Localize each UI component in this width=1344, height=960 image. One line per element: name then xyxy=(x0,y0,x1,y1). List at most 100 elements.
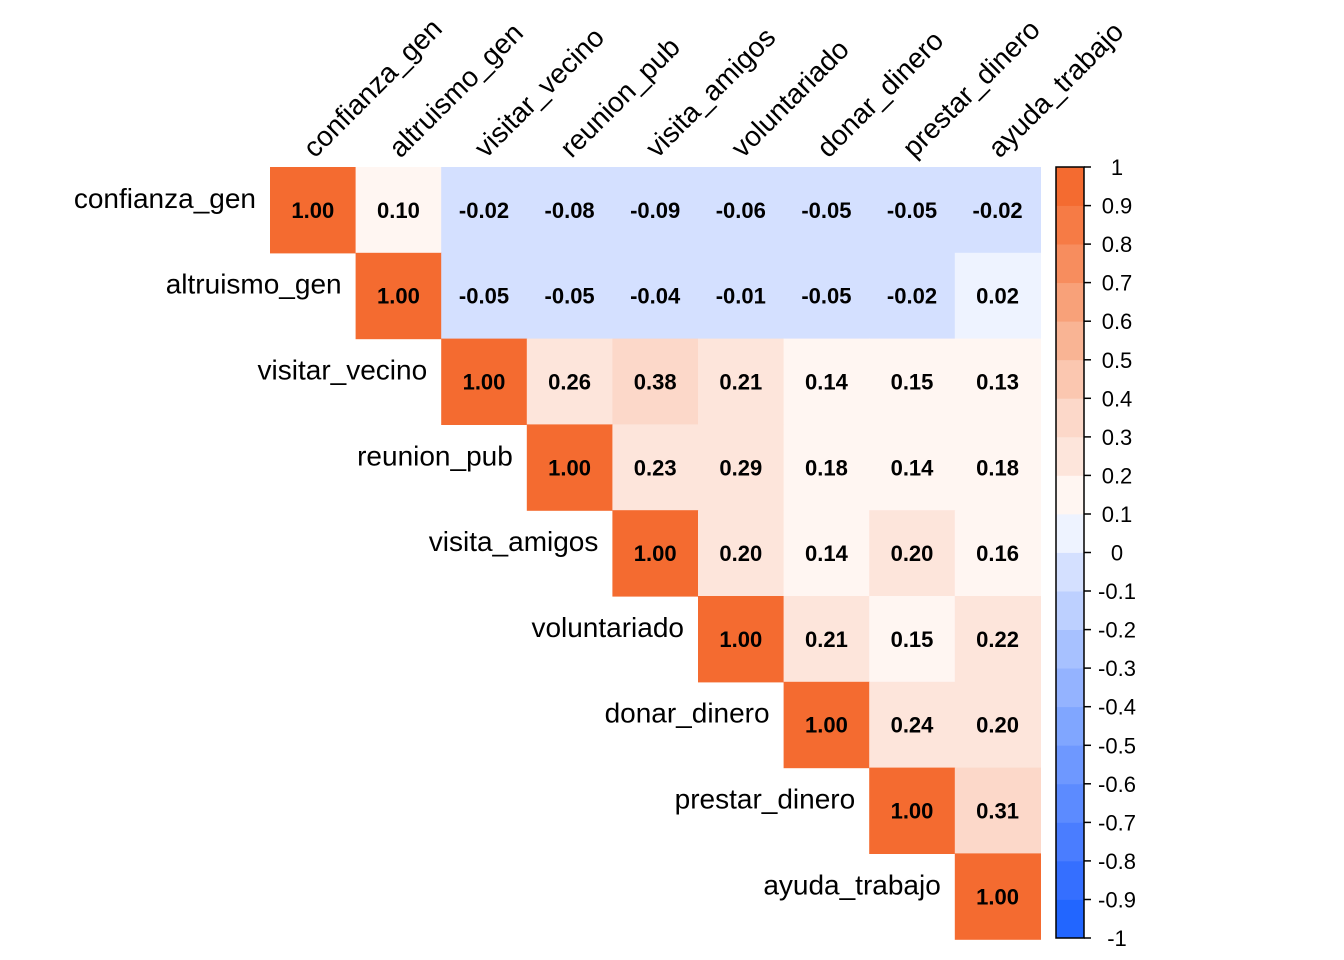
heatmap-cell-label: -0.02 xyxy=(887,284,937,309)
heatmap-cell xyxy=(355,252,442,340)
heatmap-cell xyxy=(612,338,699,425)
row-label: visitar_vecino xyxy=(258,355,428,386)
heatmap-cell-label: -0.05 xyxy=(887,198,937,223)
heatmap-cell xyxy=(783,424,870,511)
heatmap-cell-label: 0.14 xyxy=(891,455,935,480)
row-label: donar_dinero xyxy=(605,698,770,729)
heatmap-cell-label: 0.13 xyxy=(976,370,1019,395)
heatmap-cell xyxy=(441,167,528,254)
color-legend-tick-label: -0.1 xyxy=(1098,579,1136,604)
heatmap-cell xyxy=(954,681,1041,769)
heatmap-cell-label: 0.16 xyxy=(976,541,1019,566)
color-legend-swatch xyxy=(1056,668,1084,708)
heatmap-cell-label: -0.04 xyxy=(630,284,681,309)
heatmap-cell-label: 0.21 xyxy=(805,627,848,652)
color-legend-tick-label: -0.3 xyxy=(1098,656,1136,681)
heatmap-cell-label: 0.14 xyxy=(805,541,849,566)
row-label: ayuda_trabajo xyxy=(763,869,940,900)
heatmap-cell-label: 0.20 xyxy=(719,541,762,566)
heatmap-row-labels: confianza_gen altruismo_gen visitar_vecino… xyxy=(74,183,941,900)
color-legend-tick-label: 0.2 xyxy=(1102,463,1133,488)
color-legend-tick-label: 0.4 xyxy=(1102,386,1133,411)
color-legend-swatch xyxy=(1056,167,1084,206)
heatmap-cell xyxy=(612,424,699,511)
heatmap-cell-label: 0.15 xyxy=(891,370,934,395)
color-legend-tick-label: 0 xyxy=(1111,541,1123,566)
heatmap-cell-label: 0.29 xyxy=(719,455,762,480)
heatmap-cell xyxy=(783,510,870,597)
color-legend-swatch xyxy=(1056,205,1084,245)
color-legend-swatch xyxy=(1056,436,1084,476)
heatmap-cell xyxy=(783,596,870,683)
heatmap-cell-label: -0.02 xyxy=(973,198,1023,223)
heatmap-cell-label: 1.00 xyxy=(463,370,506,395)
color-legend-swatch xyxy=(1056,860,1084,900)
heatmap-cell-label: -0.09 xyxy=(630,198,680,223)
color-legend-swatch xyxy=(1056,244,1084,284)
heatmap-cell-label: 1.00 xyxy=(291,198,334,223)
heatmap-cell-label: -0.01 xyxy=(716,284,766,309)
heatmap-column-labels: confianza_genaltruismo_genvisitar_vecino… xyxy=(297,13,1129,164)
color-legend-swatch xyxy=(1056,822,1084,862)
heatmap-cell-label: 0.20 xyxy=(976,713,1019,738)
color-legend-tick-label: -1 xyxy=(1107,926,1127,951)
heatmap-cell xyxy=(783,338,870,425)
heatmap-cell-label: -0.05 xyxy=(801,198,851,223)
row-label: voluntariado xyxy=(531,612,684,643)
row-label: altruismo_gen xyxy=(166,269,342,300)
heatmap-cell xyxy=(441,338,528,425)
color-legend-tick-label: -0.9 xyxy=(1098,888,1136,913)
heatmap-cell-label: 0.24 xyxy=(891,713,935,738)
heatmap-cell xyxy=(612,252,699,340)
heatmap-cell-label: 0.18 xyxy=(976,455,1019,480)
color-legend-swatch xyxy=(1056,321,1084,361)
color-legend-tick-label: 0.3 xyxy=(1102,425,1133,450)
heatmap-cell xyxy=(270,167,357,254)
heatmap-cell xyxy=(869,424,956,511)
color-legend-tick-label: 0.7 xyxy=(1102,271,1133,296)
heatmap-cell-label: 1.00 xyxy=(377,284,420,309)
heatmap-cell xyxy=(869,767,956,854)
heatmap-cell-label: 0.38 xyxy=(634,370,677,395)
color-legend-tick-label: 0.6 xyxy=(1102,309,1133,334)
heatmap-cell xyxy=(698,252,785,340)
heatmap-cell-label: -0.05 xyxy=(459,284,509,309)
color-legend-swatch xyxy=(1056,899,1084,939)
color-legend-tick-label: 0.1 xyxy=(1102,502,1133,527)
heatmap-cell xyxy=(869,252,956,340)
color-legend-tick-label: 0.9 xyxy=(1102,194,1133,219)
color-legend-swatch xyxy=(1056,475,1084,515)
heatmap-cell xyxy=(954,853,1041,940)
color-legend-tick-label: -0.8 xyxy=(1098,849,1136,874)
heatmap-cell xyxy=(698,510,785,597)
row-label: confianza_gen xyxy=(74,183,256,214)
heatmap-cell xyxy=(526,338,613,425)
heatmap-cell xyxy=(783,167,870,254)
heatmap-cell xyxy=(954,510,1041,597)
row-label: reunion_pub xyxy=(357,440,513,471)
heatmap-cell-label: 1.00 xyxy=(891,799,934,824)
heatmap-cell-label: 0.14 xyxy=(805,370,849,395)
heatmap-cell xyxy=(526,424,613,511)
color-legend-tick-label: -0.2 xyxy=(1098,618,1136,643)
color-legend-swatch xyxy=(1056,745,1084,785)
heatmap-cell-label: 1.00 xyxy=(548,455,591,480)
heatmap-cell-labels: 1.00 0.10 -0.02 -0.08 -0.09 -0.06 -0.05 -0.05 -0… xyxy=(291,198,1022,909)
heatmap-cell xyxy=(783,681,870,769)
color-legend-tick-label: 0.5 xyxy=(1102,348,1133,373)
heatmap-cell xyxy=(698,338,785,425)
heatmap-cell xyxy=(783,252,870,340)
heatmap-cell-label: 0.15 xyxy=(891,627,934,652)
heatmap-cell-label: 0.23 xyxy=(634,455,677,480)
heatmap-cell-label: -0.08 xyxy=(545,198,595,223)
heatmap-cell xyxy=(526,252,613,340)
heatmap-cell-label: 0.02 xyxy=(976,284,1019,309)
color-legend-tick-label: -0.6 xyxy=(1098,772,1136,797)
heatmap-cell-label: 0.26 xyxy=(548,370,591,395)
heatmap-cell xyxy=(954,338,1041,425)
heatmap-cell xyxy=(869,510,956,597)
color-legend-tick-label: 1 xyxy=(1111,155,1123,180)
heatmap-cell xyxy=(954,596,1041,683)
color-legend-swatch xyxy=(1056,783,1084,823)
